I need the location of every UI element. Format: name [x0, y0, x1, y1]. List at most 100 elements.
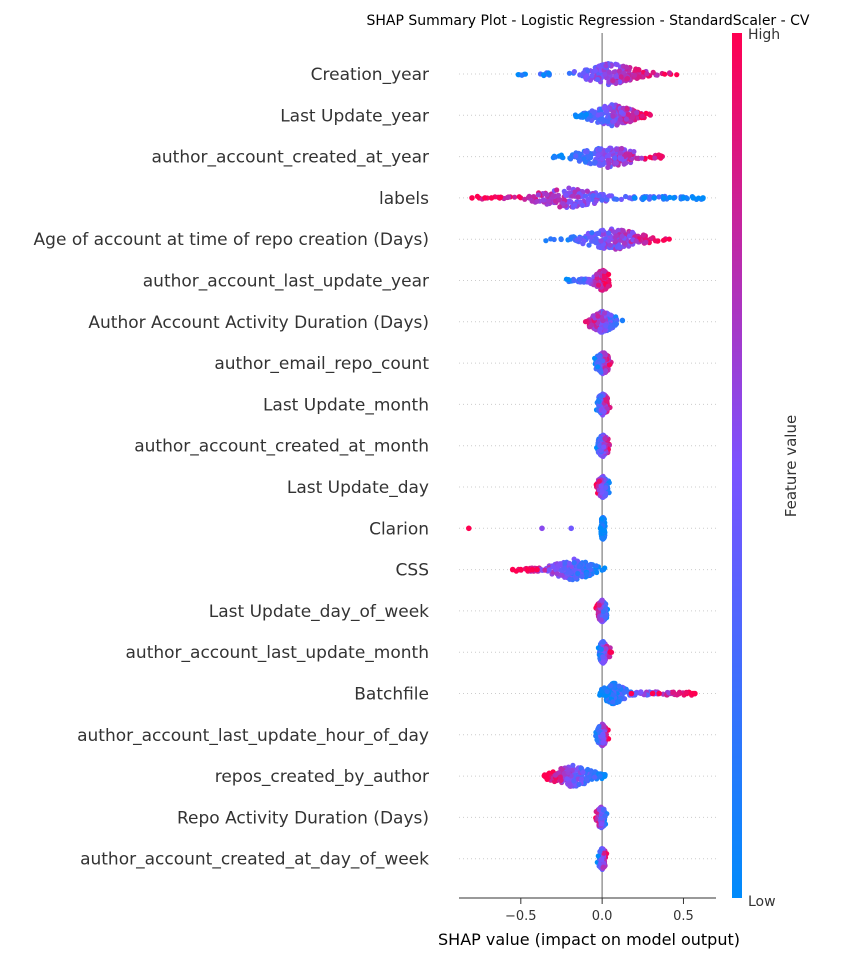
shap-point [599, 535, 605, 542]
shap-point [571, 560, 577, 566]
shap-point [557, 774, 563, 780]
shap-point [544, 776, 550, 783]
shap-point [596, 478, 602, 484]
shap-point [596, 354, 603, 360]
shap-point [587, 563, 593, 569]
shap-point [610, 699, 616, 705]
shap-point [610, 692, 616, 698]
shap-point [585, 279, 591, 285]
x-ticks: −0.5 0.0 0.5 [505, 898, 694, 924]
shap-point [571, 69, 578, 75]
shap-point [621, 689, 627, 696]
shap-point [638, 689, 644, 695]
feature-point-group [593, 721, 612, 749]
shap-point [600, 231, 606, 237]
shap-point [600, 864, 606, 870]
shap-point [634, 109, 640, 116]
shap-point [606, 362, 613, 368]
shap-point [607, 324, 613, 330]
shap-point [572, 202, 578, 208]
shap-point [656, 194, 662, 200]
shap-outlier-point [656, 690, 662, 697]
shap-outlier-point [700, 195, 706, 201]
shap-outlier-point [670, 195, 677, 201]
shap-point [601, 444, 607, 450]
shap-point [606, 271, 612, 277]
shap-point [600, 358, 606, 364]
shap-outlier-point [690, 195, 696, 201]
shap-outlier-point [509, 566, 516, 573]
shap-point [652, 155, 658, 161]
shap-point [614, 62, 620, 68]
shap-point [617, 116, 623, 122]
shap-point [597, 328, 603, 334]
shap-point [588, 234, 594, 240]
feature-label: Last Update_month [263, 395, 429, 415]
shap-point [558, 236, 564, 243]
shap-point [607, 654, 613, 660]
shap-point [597, 692, 603, 698]
shap-point [554, 571, 560, 577]
shap-point [582, 159, 589, 165]
shap-point [619, 318, 626, 324]
shap-point [611, 69, 617, 75]
feature-point-group [593, 473, 612, 500]
shap-point [598, 821, 605, 827]
shap-point [555, 563, 561, 569]
shap-point [647, 154, 653, 160]
feature-label: author_email_repo_count [214, 354, 429, 374]
shap-point [544, 192, 550, 198]
shap-point [599, 488, 605, 494]
shap-points [466, 61, 706, 873]
shap-point [592, 774, 598, 780]
feature-label: author_account_created_at_year [151, 148, 429, 168]
feature-point-group [572, 102, 654, 129]
shap-point [611, 229, 617, 235]
shap-point [616, 68, 622, 74]
shap-point [558, 152, 565, 158]
shap-outlier-point [692, 690, 698, 697]
x-axis-label: SHAP value (impact on model output) [438, 930, 740, 949]
shap-point [542, 567, 548, 573]
feature-point-group [595, 639, 615, 666]
feature-label: author_account_created_at_day_of_week [80, 850, 429, 870]
shap-point [607, 683, 613, 689]
shap-point [566, 185, 572, 191]
feature-point-group [515, 61, 680, 88]
shap-point [598, 646, 604, 652]
shap-point [474, 193, 480, 199]
shap-point [599, 516, 605, 522]
shap-point [603, 485, 609, 491]
shap-point [610, 113, 616, 119]
shap-point [666, 70, 673, 76]
shap-point [602, 71, 608, 77]
shap-point [566, 70, 573, 76]
shap-point [531, 194, 537, 200]
feature-point-group [593, 597, 611, 625]
shap-point [629, 229, 636, 235]
shap-point [583, 111, 590, 117]
feature-label: Clarion [369, 519, 429, 539]
shap-point [636, 74, 642, 80]
x-tick-label: 0.0 [592, 909, 613, 924]
shap-outlier-point [466, 525, 472, 532]
shap-point [616, 699, 622, 705]
shap-point [606, 152, 612, 159]
shap-point [601, 310, 608, 316]
shap-point [600, 654, 606, 660]
feature-label: CSS [396, 561, 429, 581]
shap-point [616, 683, 622, 689]
shap-point [615, 227, 621, 233]
shap-point [602, 813, 608, 819]
shap-point [619, 233, 625, 239]
shap-point [598, 483, 604, 489]
shap-point [610, 78, 616, 84]
shap-point [613, 160, 620, 166]
shap-point [567, 782, 573, 788]
shap-point [593, 563, 599, 569]
shap-point [599, 197, 605, 203]
shap-point [593, 239, 599, 245]
feature-point-group [563, 267, 613, 293]
shap-point [572, 189, 578, 195]
shap-point [584, 777, 590, 783]
